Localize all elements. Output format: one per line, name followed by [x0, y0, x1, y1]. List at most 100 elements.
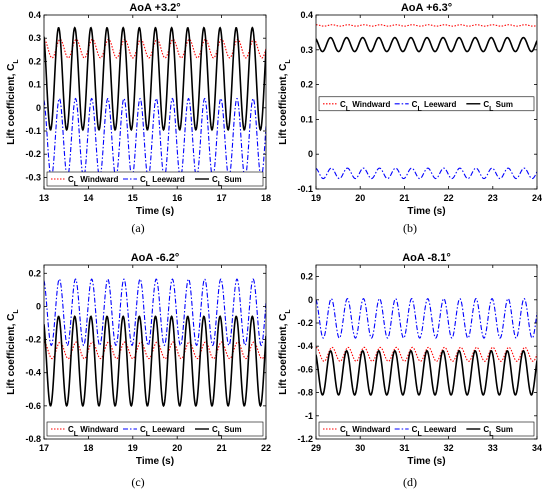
- x-tick-label: 13: [39, 193, 49, 203]
- series-line-clleeward: [316, 167, 537, 180]
- x-tick-label: 22: [444, 193, 454, 203]
- x-axis-label: Time (s): [136, 456, 174, 467]
- y-axis-label: Lift coefficient, CL: [278, 59, 292, 145]
- y-tick-label: 0: [308, 295, 313, 305]
- y-axis-label: Lift coefficient, CL: [6, 59, 20, 145]
- y-tick-label: -0.8: [297, 388, 313, 398]
- x-axis-label: Time (s): [136, 206, 174, 217]
- legend: CL Windward CL Leeward CL Sum: [318, 96, 535, 112]
- y-tick-label: -1: [305, 411, 313, 421]
- chart-panel-1: 13 14 15 16 17 18 -0.3 -0.2 -0.1 0 0.1 0.2 0.3 0.4 AoA…: [6, 2, 271, 217]
- y-tick-label: 0: [308, 149, 313, 159]
- x-tick-label: 20: [172, 443, 182, 453]
- y-tick-label: -0.2: [25, 149, 41, 159]
- y-axis-label: Lift coefficient, CL: [6, 309, 20, 395]
- chart-panel-2: 19 20 21 22 23 24 -0.1 0 0.1 0.2 0.3 0.4 AoA +6.3° Ti…: [278, 2, 542, 217]
- y-tick-label: -0.6: [297, 364, 313, 374]
- x-tick-label: 21: [217, 443, 227, 453]
- y-tick-label: -0.1: [297, 184, 313, 194]
- caption-a: (a): [131, 221, 144, 235]
- y-tick-label: 0.2: [300, 272, 313, 282]
- y-tick-label: -0.6: [25, 401, 41, 411]
- x-tick-label: 21: [399, 193, 409, 203]
- series-line-clsum: [316, 36, 537, 53]
- y-tick-label: -0.4: [25, 368, 41, 378]
- y-tick-label: 0.4: [300, 10, 313, 20]
- y-tick-label: 0.2: [300, 80, 313, 90]
- y-tick-label: -0.8: [25, 434, 41, 444]
- axes-frame: [43, 14, 267, 190]
- y-tick-label: -1.2: [297, 434, 313, 444]
- x-tick-label: 32: [444, 443, 454, 453]
- x-tick-label: 23: [488, 193, 498, 203]
- y-tick-label: 0.4: [28, 10, 41, 20]
- axes-frame: [315, 264, 538, 440]
- series-line-clwindward: [316, 346, 537, 362]
- legend-box: [318, 421, 535, 437]
- series-line-clleeward: [44, 278, 266, 347]
- chart-title: AoA +3.2°: [129, 2, 180, 14]
- axes-frame: [315, 14, 538, 190]
- legend-box: [318, 96, 535, 112]
- plot-area: [316, 24, 537, 180]
- caption-b: (b): [403, 221, 417, 235]
- y-tick-label: -0.1: [25, 126, 41, 136]
- legend: CL Windward CL Leeward CL Sum: [318, 421, 535, 438]
- series-line-clwindward: [44, 38, 266, 59]
- y-tick-label: 0.2: [28, 56, 41, 66]
- chart-title: AoA -6.2°: [131, 252, 180, 264]
- x-tick-label: 17: [39, 443, 49, 453]
- y-tick-label: 0: [36, 103, 41, 113]
- y-tick-label: 0.3: [300, 45, 313, 55]
- x-axis-label: Time (s): [407, 206, 445, 217]
- series-line-clwindward: [316, 24, 537, 27]
- x-tick-label: 20: [355, 193, 365, 203]
- x-tick-label: 24: [532, 193, 542, 203]
- y-tick-label: 0: [36, 301, 41, 311]
- legend: CL Windward CL Leeward CL Sum: [46, 171, 264, 188]
- series-line-clwindward: [44, 341, 266, 360]
- chart-panel-3: 17 18 19 20 21 22 -0.8 -0.6 -0.4 -0.2 0 0.2 AoA -6.2…: [6, 252, 271, 467]
- x-tick-label: 34: [532, 443, 542, 453]
- x-tick-label: 18: [261, 193, 271, 203]
- y-tick-label: 0.1: [28, 80, 41, 90]
- axes-frame: [43, 264, 267, 440]
- x-tick-label: 18: [83, 443, 93, 453]
- y-tick-label: -0.4: [297, 341, 313, 351]
- legend: CL Windward CL Leeward CL Sum: [46, 421, 264, 438]
- plot-area: [44, 26, 266, 179]
- y-tick-label: -0.2: [297, 318, 313, 328]
- x-tick-label: 15: [128, 193, 138, 203]
- legend-box: [46, 171, 264, 187]
- y-tick-label: 0.2: [28, 268, 41, 278]
- x-tick-label: 31: [399, 443, 409, 453]
- series-line-clsum: [44, 26, 266, 132]
- x-tick-label: 14: [83, 193, 93, 203]
- x-tick-label: 17: [217, 193, 227, 203]
- plot-area: [316, 298, 537, 396]
- series-line-clsum: [316, 349, 537, 396]
- plot-area: [44, 278, 266, 408]
- caption-c: (c): [131, 475, 144, 489]
- x-tick-label: 30: [355, 443, 365, 453]
- legend-box: [46, 421, 264, 437]
- series-line-clleeward: [44, 97, 266, 179]
- y-tick-label: -0.2: [25, 335, 41, 345]
- chart-title: AoA -8.1°: [402, 252, 451, 264]
- series-line-clleeward: [316, 298, 537, 339]
- x-tick-label: 33: [488, 443, 498, 453]
- chart-panel-4: 29 30 31 32 33 34 -1.2 -1 -0.8 -0.6 -0.4 -0.2 0 0.2 Ao…: [278, 252, 542, 467]
- y-tick-label: 0.3: [28, 33, 41, 43]
- caption-d: (d): [403, 475, 417, 489]
- x-tick-label: 22: [261, 443, 271, 453]
- chart-title: AoA +6.3°: [401, 2, 452, 14]
- x-tick-label: 16: [172, 193, 182, 203]
- x-axis-label: Time (s): [407, 456, 445, 467]
- x-tick-label: 19: [128, 443, 138, 453]
- y-tick-label: -0.3: [25, 172, 41, 182]
- series-line-clsum: [44, 315, 266, 408]
- y-axis-label: Lift coefficient, CL: [278, 309, 292, 395]
- x-tick-label: 19: [311, 193, 321, 203]
- y-tick-label: 0.1: [300, 114, 313, 124]
- x-tick-label: 29: [311, 443, 321, 453]
